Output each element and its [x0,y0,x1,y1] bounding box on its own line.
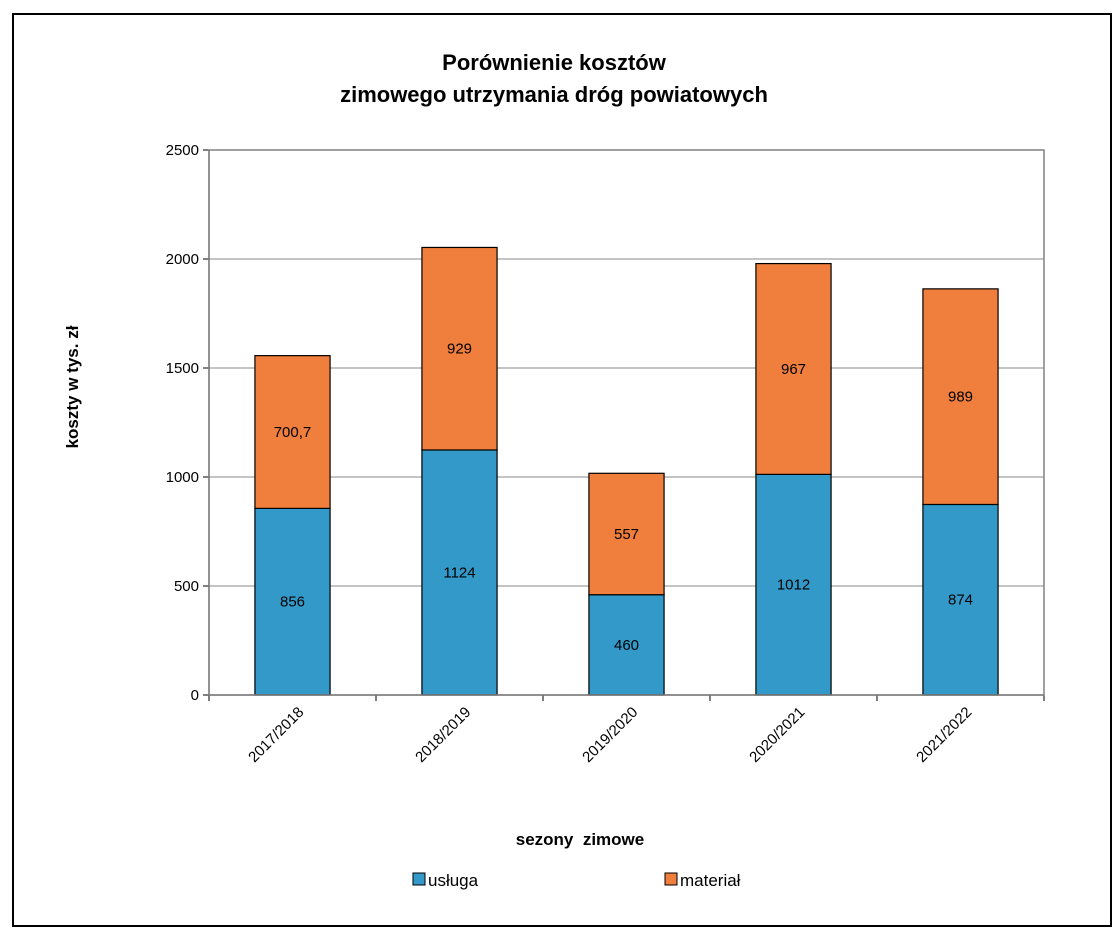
bar-material-3 [588,472,665,596]
data-label-material-3: 557 [614,526,639,543]
data-label-usluga-4: 1012 [777,577,810,594]
x-tick-label: 2018/2019 [412,704,474,766]
bar-material-2 [421,246,498,451]
x-axis-ticks: 2017/2018 2018/2019 2019/2020 2020/2021 2021… [208,695,1045,766]
y-tick-label: 1000 [166,469,199,486]
bar-usluga-3 [588,594,665,696]
bar-material-5 [922,288,999,506]
legend-swatch-material [664,872,678,886]
x-tick-label: 2021/2022 [913,704,975,766]
legend-label-material: materiał [680,871,741,890]
y-axis-title: koszty w tys. zł [63,325,82,448]
chart-title-line-1: Porównienie kosztów [442,50,667,75]
y-tick-label: 2500 [166,142,199,159]
data-label-material-4: 967 [781,361,806,378]
chart-title-line-2: zimowego utrzymania dróg powiatowych [340,82,768,107]
x-tick-label: 2017/2018 [245,704,307,766]
bar-material-1 [254,355,331,509]
plot-area-border [208,149,1045,696]
legend: usługa materiał [412,871,741,890]
bar-usluga-1 [254,507,331,696]
legend-swatch-usluga [412,872,426,886]
data-label-material-1: 700,7 [274,424,312,441]
data-label-usluga-5: 874 [948,592,973,609]
bar-usluga-2 [421,449,498,696]
y-tick-label: 2000 [166,251,199,268]
bars: 856 700,7 1124 929 460 557 1012 967 874 989 [254,246,999,696]
chart-svg: Porównienie kosztów zimowego utrzymania … [63,50,1045,890]
bar-usluga-5 [922,503,999,696]
y-tick-label: 0 [191,687,199,704]
x-tick-label: 2020/2021 [746,704,808,766]
x-axis-title: sezony zimowe [516,830,644,849]
y-tick-label: 500 [174,578,199,595]
data-label-material-5: 989 [948,389,973,406]
x-tick-label: 2019/2020 [579,704,641,766]
data-label-usluga-3: 460 [614,637,639,654]
chart-frame: Porównienie kosztów zimowego utrzymania … [12,13,1112,927]
bar-usluga-4 [755,473,832,696]
legend-label-usluga: usługa [428,871,479,890]
data-label-material-2: 929 [447,341,472,358]
data-label-usluga-2: 1124 [443,564,475,581]
bar-material-4 [755,262,832,475]
y-tick-label: 1500 [166,360,199,377]
data-label-usluga-1: 856 [280,594,305,611]
